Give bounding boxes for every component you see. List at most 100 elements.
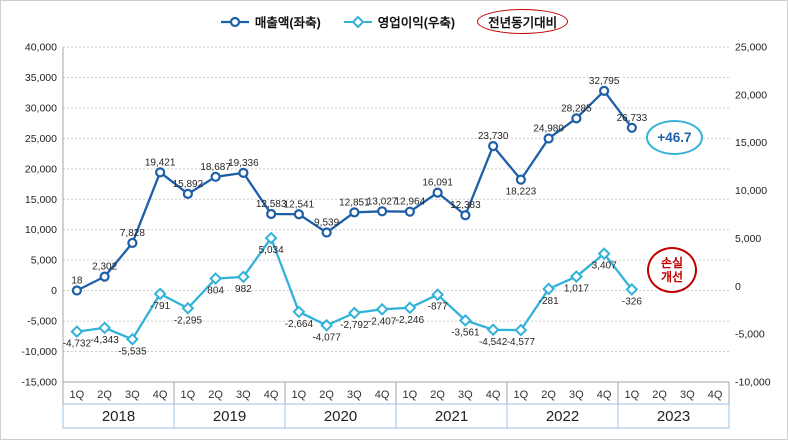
- profit-data-labels: -4,732 -4,343-5,535 -791 -2,295 804 982 5,034 -…: [63, 245, 643, 357]
- loss-improvement-badge: 손실 개선: [647, 247, 697, 293]
- line-circle-marker-icon: [220, 16, 249, 27]
- svg-text:19,336: 19,336: [228, 158, 259, 169]
- data-point: [98, 321, 112, 335]
- svg-text:-4,732: -4,732: [63, 339, 92, 350]
- series-profit: [70, 231, 639, 346]
- svg-text:-5,000: -5,000: [735, 329, 765, 341]
- data-point: [264, 231, 278, 245]
- data-point: [375, 302, 389, 316]
- svg-text:30,000: 30,000: [25, 102, 57, 114]
- svg-text:35,000: 35,000: [25, 72, 57, 84]
- svg-text:18: 18: [71, 276, 83, 287]
- svg-text:-3,561: -3,561: [451, 327, 480, 338]
- legend-label-yoy: 전년동기대비: [477, 9, 569, 34]
- svg-text:18,223: 18,223: [506, 187, 537, 198]
- x-axis-quarter-labels: 1Q 2Q 3Q 4Q 1Q 2Q 3Q 4Q 1Q 2Q 3Q 4Q 1Q 2Q 3Q 4Q 1Q 2Q 3Q 4Q…: [70, 389, 723, 401]
- svg-text:-5,535: -5,535: [118, 346, 147, 357]
- svg-text:4Q: 4Q: [486, 389, 501, 401]
- legend: 매출액(좌축) 영업이익(우축) 전년동기대비: [1, 9, 787, 34]
- svg-text:4Q: 4Q: [375, 389, 390, 401]
- svg-text:2Q: 2Q: [541, 389, 556, 401]
- data-point: [125, 332, 139, 346]
- data-point: [71, 285, 82, 296]
- svg-text:9,539: 9,539: [314, 218, 339, 229]
- data-point: [599, 85, 610, 96]
- data-point: [238, 167, 249, 178]
- data-point: [542, 282, 556, 296]
- svg-text:10,000: 10,000: [735, 185, 767, 197]
- svg-text:3Q: 3Q: [125, 389, 140, 401]
- svg-text:-2,792: -2,792: [340, 320, 369, 331]
- svg-text:2Q: 2Q: [208, 389, 223, 401]
- data-point: [569, 270, 583, 283]
- svg-text:12,383: 12,383: [450, 200, 481, 211]
- svg-text:-4,542: -4,542: [479, 337, 508, 348]
- svg-text:25,000: 25,000: [735, 42, 767, 54]
- data-point: [127, 237, 138, 249]
- svg-text:-877: -877: [428, 302, 448, 313]
- legend-item-yoy: 전년동기대비: [477, 9, 569, 34]
- svg-text:20,000: 20,000: [735, 89, 767, 101]
- svg-text:1Q: 1Q: [514, 389, 529, 401]
- data-point: [236, 270, 250, 284]
- axis-lines: [62, 47, 729, 383]
- svg-text:15,000: 15,000: [25, 194, 57, 206]
- svg-text:-5,000: -5,000: [27, 316, 57, 328]
- svg-text:1Q: 1Q: [292, 389, 307, 401]
- svg-text:28,285: 28,285: [561, 103, 592, 114]
- data-point: [458, 313, 472, 327]
- svg-text:24,980: 24,980: [533, 123, 564, 134]
- svg-text:12,583: 12,583: [256, 199, 287, 210]
- year-boxes: 2018 2019 2020 2021 2022 2023: [62, 382, 730, 429]
- loss-improvement-line1: 손실: [660, 255, 684, 270]
- svg-text:20,000: 20,000: [25, 163, 57, 175]
- svg-text:7,828: 7,828: [120, 228, 145, 239]
- svg-text:40,000: 40,000: [25, 42, 57, 54]
- data-point: [432, 187, 443, 198]
- legend-label-revenue: 매출액(좌축): [254, 16, 321, 30]
- svg-text:2Q: 2Q: [652, 389, 667, 401]
- svg-text:804: 804: [207, 286, 224, 297]
- svg-text:0: 0: [735, 281, 741, 293]
- svg-text:-2,664: -2,664: [285, 319, 314, 330]
- data-point: [155, 167, 166, 178]
- svg-text:-791: -791: [150, 301, 170, 312]
- svg-text:3,407: 3,407: [592, 261, 617, 272]
- svg-text:3Q: 3Q: [347, 389, 362, 401]
- data-point: [597, 247, 611, 261]
- svg-text:26,733: 26,733: [617, 113, 648, 124]
- data-point: [181, 301, 195, 315]
- data-point: [210, 171, 221, 182]
- data-point: [403, 301, 417, 315]
- svg-text:13,027: 13,027: [367, 196, 398, 207]
- svg-text:12,964: 12,964: [395, 197, 426, 208]
- svg-text:1Q: 1Q: [181, 389, 196, 401]
- svg-text:-326: -326: [622, 296, 642, 307]
- svg-text:23,730: 23,730: [478, 131, 509, 142]
- svg-text:4Q: 4Q: [708, 389, 723, 401]
- data-point: [320, 318, 334, 332]
- svg-text:-4,577: -4,577: [507, 337, 536, 348]
- svg-text:1Q: 1Q: [625, 389, 640, 401]
- svg-text:2Q: 2Q: [97, 389, 112, 401]
- svg-text:-10,000: -10,000: [21, 346, 57, 358]
- svg-text:2020: 2020: [324, 408, 357, 425]
- data-point: [347, 306, 361, 320]
- svg-text:4Q: 4Q: [597, 389, 612, 401]
- series-revenue: [71, 85, 637, 296]
- gridlines: [63, 46, 729, 353]
- svg-text:3Q: 3Q: [236, 389, 251, 401]
- data-point: [321, 227, 332, 238]
- svg-text:16,091: 16,091: [422, 178, 453, 189]
- svg-text:982: 982: [235, 284, 252, 295]
- yoy-change-badge: +46.7: [646, 120, 703, 155]
- line-diamond-marker-icon: [343, 15, 372, 28]
- data-point: [153, 287, 167, 301]
- data-point: [625, 282, 639, 296]
- svg-text:12,541: 12,541: [284, 199, 315, 210]
- svg-text:5,000: 5,000: [31, 255, 57, 267]
- data-point: [488, 140, 499, 152]
